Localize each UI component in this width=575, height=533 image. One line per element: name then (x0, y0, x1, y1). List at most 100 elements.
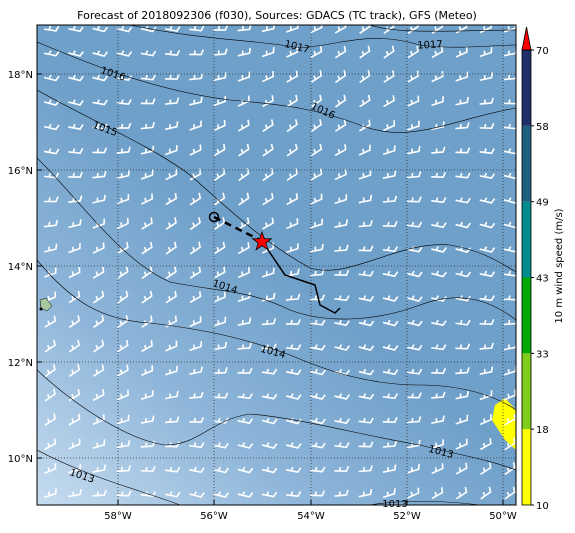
wind-barb (116, 389, 129, 401)
wind-barb (117, 315, 129, 329)
wind-barb (310, 294, 326, 301)
wind-barb (238, 192, 250, 206)
wind-barb (310, 119, 323, 133)
wind-barb (189, 49, 204, 56)
wind-barb (68, 388, 81, 402)
wind-barb (92, 74, 109, 82)
wind-barb (237, 417, 254, 425)
wind-barb (455, 390, 470, 400)
wind-barb (43, 99, 60, 106)
colorbar-segment (522, 125, 531, 202)
wind-barb (479, 172, 496, 180)
wind-barb (358, 441, 374, 448)
wind-barb (455, 71, 469, 82)
wind-barb (164, 73, 180, 80)
wind-barb (406, 295, 423, 302)
wind-barb (407, 487, 420, 499)
wind-barb (68, 315, 81, 328)
wind-barb (286, 193, 299, 206)
wind-barb (431, 439, 445, 450)
wind-barb (334, 319, 350, 327)
wind-barb (334, 368, 351, 376)
wind-barb (406, 246, 423, 253)
wind-barb (407, 463, 420, 474)
wind-barb (431, 246, 447, 253)
wind-barb (213, 72, 227, 82)
wind-barb (431, 197, 447, 204)
wind-barb (310, 25, 323, 34)
wind-barb (406, 368, 423, 375)
wind-barb (43, 50, 60, 57)
wind-barb (261, 442, 278, 449)
wind-barb (285, 491, 302, 498)
wind-barb (116, 25, 133, 33)
isobar (37, 369, 516, 471)
y-tick-label: 10°N (8, 454, 33, 465)
wind-barb (358, 169, 372, 180)
wind-barb (68, 50, 84, 57)
wind-barb (431, 344, 447, 351)
current-position (251, 230, 273, 251)
wind-barb (261, 318, 277, 326)
colorbar-tick-label: 18 (536, 425, 549, 436)
wind-barb (92, 266, 105, 279)
wind-barb (382, 393, 399, 400)
wind-barb (261, 368, 278, 375)
wind-barb (164, 25, 181, 32)
colorbar-segment (522, 201, 531, 278)
wind-barb (92, 439, 106, 450)
wind-barb (479, 366, 494, 375)
wind-barb (262, 119, 274, 132)
wind-barb (237, 367, 253, 375)
wind-barb (68, 147, 84, 154)
wind-barb (189, 391, 204, 399)
wind-barb (117, 339, 129, 353)
wind-barb (358, 270, 374, 277)
wind-barb (262, 143, 274, 157)
wind-barb (310, 368, 326, 376)
wind-barb (286, 70, 299, 83)
wind-barb (93, 339, 105, 353)
wind-barb (358, 220, 373, 228)
wind-barb (406, 145, 421, 155)
isobar (37, 259, 516, 411)
wind-barb (480, 462, 492, 475)
wind-barb (237, 25, 252, 32)
wind-barb (140, 415, 155, 424)
wind-patch (492, 398, 516, 450)
wind-barb (479, 342, 494, 350)
colorbar-segment (522, 429, 531, 505)
wind-barb (164, 50, 181, 56)
wind-barb (261, 491, 278, 498)
wind-barb (237, 71, 251, 82)
isobar (37, 157, 516, 321)
wind-barb (189, 241, 202, 255)
colorbar-tick-label: 70 (536, 46, 549, 57)
wind-barb (237, 317, 252, 326)
wind-barb (310, 442, 326, 449)
wind-barb (382, 220, 398, 227)
wind-barb (431, 319, 447, 327)
map-frame (36, 24, 517, 506)
colorbar-label: 10 m wind speed (m/s) (554, 208, 565, 323)
wind-barb (406, 392, 422, 399)
wind-barb (140, 390, 154, 401)
wind-barb (358, 344, 375, 351)
wind-barb (237, 466, 254, 474)
wind-barb (286, 218, 299, 230)
wind-barb (68, 123, 84, 130)
wind-barb (334, 169, 347, 181)
wind-barb (334, 144, 347, 157)
wind-barb (213, 466, 230, 474)
wind-barb (286, 168, 298, 181)
wind-barb (189, 96, 203, 106)
wind-barb (116, 98, 132, 105)
wind-barb (141, 241, 153, 255)
wind-barb (140, 465, 156, 473)
wind-barb (164, 121, 179, 131)
wind-barb (503, 389, 516, 401)
wind-barb (238, 217, 250, 230)
wind-barb (334, 417, 350, 425)
wind-barb (335, 94, 347, 108)
wind-barb (358, 319, 375, 327)
